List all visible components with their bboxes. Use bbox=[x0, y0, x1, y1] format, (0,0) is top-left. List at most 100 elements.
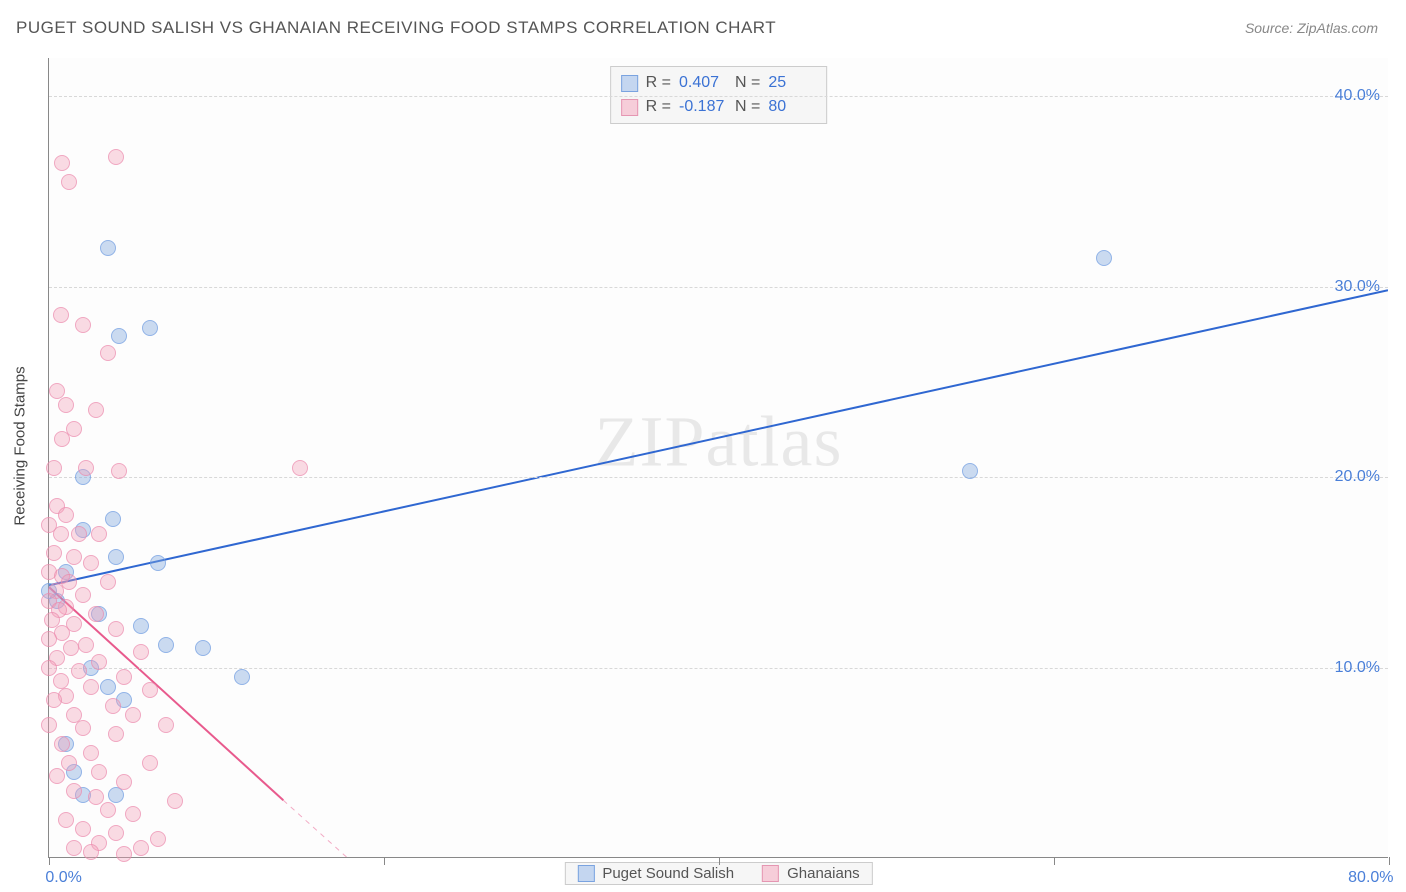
data-point bbox=[66, 549, 82, 565]
data-point bbox=[83, 679, 99, 695]
data-point bbox=[142, 755, 158, 771]
data-point bbox=[100, 802, 116, 818]
r-label: R = bbox=[646, 95, 671, 119]
swatch-pink-icon bbox=[621, 99, 638, 116]
n-value-1: 80 bbox=[768, 95, 816, 119]
data-point bbox=[78, 637, 94, 653]
data-point bbox=[116, 846, 132, 862]
x-tick bbox=[49, 857, 50, 865]
data-point bbox=[133, 618, 149, 634]
data-point bbox=[66, 840, 82, 856]
data-point bbox=[78, 460, 94, 476]
data-point bbox=[167, 793, 183, 809]
gridline bbox=[49, 96, 1388, 97]
watermark: ZIPatlas bbox=[595, 400, 843, 483]
data-point bbox=[150, 831, 166, 847]
stats-row-series-1: R = -0.187 N = 80 bbox=[621, 95, 817, 119]
data-point bbox=[142, 320, 158, 336]
data-point bbox=[100, 345, 116, 361]
data-point bbox=[91, 526, 107, 542]
data-point bbox=[158, 717, 174, 733]
data-point bbox=[108, 726, 124, 742]
data-point bbox=[63, 640, 79, 656]
data-point bbox=[195, 640, 211, 656]
gridline bbox=[49, 477, 1388, 478]
data-point bbox=[91, 654, 107, 670]
data-point bbox=[100, 240, 116, 256]
data-point bbox=[46, 692, 62, 708]
x-tick-label: 0.0% bbox=[45, 869, 81, 887]
data-point bbox=[150, 555, 166, 571]
trend-lines bbox=[49, 58, 1388, 857]
r-value-0: 0.407 bbox=[679, 71, 727, 95]
y-tick-label: 20.0% bbox=[1335, 468, 1380, 486]
y-axis-title: Receiving Food Stamps bbox=[12, 366, 29, 525]
data-point bbox=[88, 402, 104, 418]
data-point bbox=[71, 663, 87, 679]
data-point bbox=[125, 806, 141, 822]
y-tick-label: 10.0% bbox=[1335, 659, 1380, 677]
data-point bbox=[105, 698, 121, 714]
legend-label-1: Ghanaians bbox=[787, 865, 860, 882]
n-value-0: 25 bbox=[768, 71, 816, 95]
legend-label-0: Puget Sound Salish bbox=[602, 865, 734, 882]
data-point bbox=[142, 682, 158, 698]
data-point bbox=[83, 745, 99, 761]
data-point bbox=[66, 783, 82, 799]
series-legend: Puget Sound Salish Ghanaians bbox=[564, 862, 872, 885]
legend-item-1: Ghanaians bbox=[762, 865, 860, 882]
data-point bbox=[53, 307, 69, 323]
data-point bbox=[111, 328, 127, 344]
gridline bbox=[49, 668, 1388, 669]
scatter-chart: ZIPatlas R = 0.407 N = 25 R = -0.187 N =… bbox=[48, 58, 1388, 858]
data-point bbox=[41, 717, 57, 733]
data-point bbox=[158, 637, 174, 653]
data-point bbox=[46, 545, 62, 561]
data-point bbox=[108, 549, 124, 565]
data-point bbox=[83, 844, 99, 860]
data-point bbox=[41, 660, 57, 676]
data-point bbox=[41, 631, 57, 647]
y-tick-label: 30.0% bbox=[1335, 278, 1380, 296]
x-tick-label: 80.0% bbox=[1348, 869, 1393, 887]
data-point bbox=[58, 397, 74, 413]
data-point bbox=[53, 526, 69, 542]
data-point bbox=[75, 587, 91, 603]
data-point bbox=[1096, 250, 1112, 266]
x-tick bbox=[1389, 857, 1390, 865]
data-point bbox=[88, 789, 104, 805]
n-label: N = bbox=[735, 71, 760, 95]
data-point bbox=[116, 774, 132, 790]
data-point bbox=[962, 463, 978, 479]
y-tick-label: 40.0% bbox=[1335, 87, 1380, 105]
legend-item-0: Puget Sound Salish bbox=[577, 865, 734, 882]
stats-row-series-0: R = 0.407 N = 25 bbox=[621, 71, 817, 95]
n-label: N = bbox=[735, 95, 760, 119]
data-point bbox=[71, 526, 87, 542]
data-point bbox=[234, 669, 250, 685]
data-point bbox=[88, 606, 104, 622]
data-point bbox=[53, 673, 69, 689]
data-point bbox=[66, 421, 82, 437]
data-point bbox=[111, 463, 127, 479]
data-point bbox=[61, 174, 77, 190]
swatch-blue-icon bbox=[621, 75, 638, 92]
data-point bbox=[75, 317, 91, 333]
data-point bbox=[108, 825, 124, 841]
x-tick bbox=[1054, 857, 1055, 865]
gridline bbox=[49, 287, 1388, 288]
data-point bbox=[91, 764, 107, 780]
data-point bbox=[61, 755, 77, 771]
data-point bbox=[75, 821, 91, 837]
data-point bbox=[49, 768, 65, 784]
r-value-1: -0.187 bbox=[679, 95, 727, 119]
data-point bbox=[46, 460, 62, 476]
data-point bbox=[54, 736, 70, 752]
data-point bbox=[83, 555, 99, 571]
data-point bbox=[108, 621, 124, 637]
data-point bbox=[58, 812, 74, 828]
data-point bbox=[292, 460, 308, 476]
swatch-pink-icon bbox=[762, 865, 779, 882]
x-tick bbox=[384, 857, 385, 865]
data-point bbox=[58, 507, 74, 523]
